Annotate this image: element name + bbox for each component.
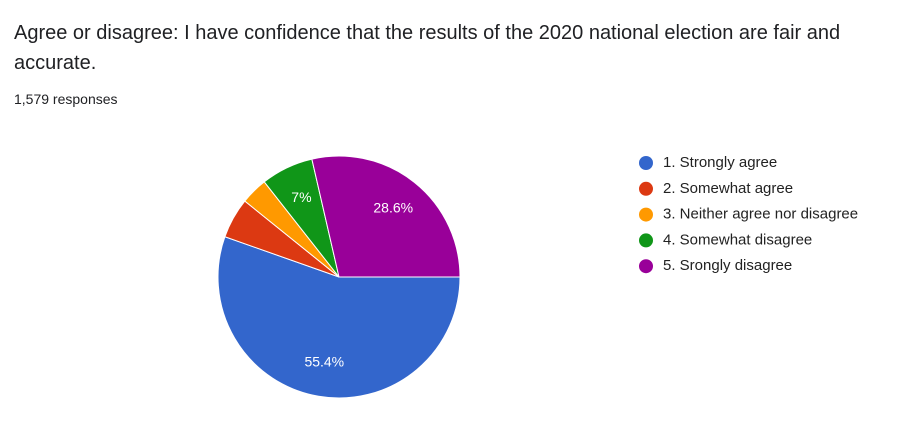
legend-label: 1. Strongly agree (663, 154, 777, 171)
legend-label: 2. Somewhat agree (663, 180, 793, 197)
pie-slice (311, 155, 461, 278)
legend-label: 5. Srongly disagree (663, 257, 792, 274)
legend-swatch (639, 156, 653, 170)
legend-swatch (639, 233, 653, 248)
legend-swatch (639, 259, 653, 274)
legend-label: 3. Neither agree nor disagree (663, 206, 858, 223)
legend-swatch (639, 207, 653, 222)
chart-title: Agree or disagree: I have confidence tha… (14, 22, 841, 74)
legend-label: 4. Somewhat disagree (663, 231, 812, 248)
legend-swatch (639, 181, 653, 196)
response-count: 1,579 responses (14, 91, 118, 107)
slice-label: 28.6% (373, 200, 413, 216)
slice-label: 7% (291, 189, 311, 205)
slice-label: 55.4% (304, 354, 344, 370)
